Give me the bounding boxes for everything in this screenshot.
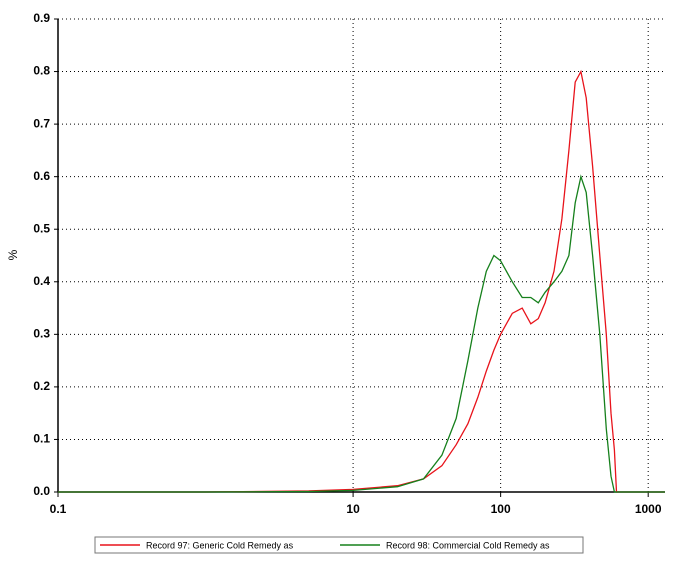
x-tick-label: 100: [491, 502, 511, 516]
y-tick-label: 0.5: [33, 221, 50, 235]
x-tick-label: 1000: [635, 502, 662, 516]
y-tick-label: 0.1: [33, 432, 50, 446]
y-tick-label: 0.6: [33, 169, 50, 183]
y-axis-label: %: [6, 249, 20, 260]
series-line: [58, 69, 665, 493]
legend-box: [94, 536, 584, 554]
y-tick-label: 0.9: [33, 11, 50, 25]
series-line: [58, 174, 665, 493]
y-tick-label: 0.2: [33, 379, 50, 393]
y-tick-label: 0.8: [33, 64, 50, 78]
y-tick-label: 0.4: [33, 274, 50, 288]
x-tick-label: 10: [346, 502, 360, 516]
legend-label: Record 98: Commercial Cold Remedy as: [386, 540, 550, 550]
x-tick-label: 0.1: [50, 502, 67, 516]
legend-label: Record 97: Generic Cold Remedy as: [146, 540, 294, 550]
y-tick-label: 0.0: [33, 484, 50, 498]
y-tick-label: 0.3: [33, 327, 50, 341]
y-tick-label: 0.7: [33, 116, 50, 130]
